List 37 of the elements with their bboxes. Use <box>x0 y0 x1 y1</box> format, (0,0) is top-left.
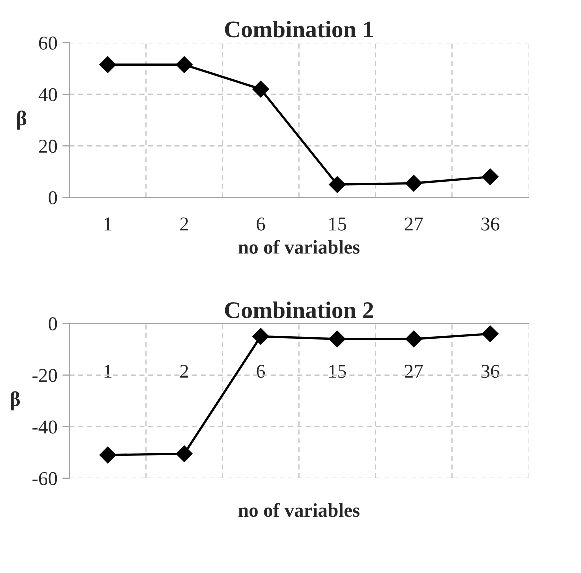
y-tick-label: -60 <box>32 472 58 486</box>
x-tick-label: 36 <box>482 218 500 231</box>
y-tick-label: 0 <box>48 192 58 205</box>
y-tick-label: 20 <box>39 140 58 154</box>
x-axis-title: no of variables <box>238 240 360 254</box>
point <box>176 446 193 462</box>
x-tick-label: 6 <box>256 365 266 378</box>
x-tick-label: 1 <box>104 218 112 231</box>
point <box>252 328 270 346</box>
point <box>176 56 193 74</box>
x-tick-label: 2 <box>180 218 188 231</box>
point <box>329 176 346 194</box>
point <box>329 330 346 348</box>
x-axis-title: no of variables <box>238 503 360 518</box>
point <box>482 326 499 342</box>
point <box>406 330 422 348</box>
point <box>406 175 422 192</box>
y-tick-label: -20 <box>32 369 58 382</box>
x-tick-label: 36 <box>482 365 500 378</box>
point <box>100 56 116 74</box>
chart-title: Combination 2 <box>225 302 374 318</box>
y-tick-label: 40 <box>38 88 58 102</box>
chart-title: Combination 1 <box>225 21 374 38</box>
x-tick-label: 6 <box>256 218 266 231</box>
y-tick-label: -40 <box>32 420 58 434</box>
x-tick-label: 15 <box>329 365 346 378</box>
x-tick-label: 2 <box>180 365 188 378</box>
point <box>100 446 116 464</box>
y-axis-title: β <box>11 392 20 411</box>
x-tick-label: 27 <box>405 218 424 231</box>
y-tick-label: 0 <box>48 318 58 331</box>
y-axis-title: β <box>17 110 27 130</box>
point <box>482 168 499 186</box>
point <box>252 81 270 98</box>
x-tick-label: 27 <box>405 365 424 378</box>
y-tick-label: 60 <box>39 36 58 50</box>
x-tick-label: 15 <box>329 218 346 231</box>
